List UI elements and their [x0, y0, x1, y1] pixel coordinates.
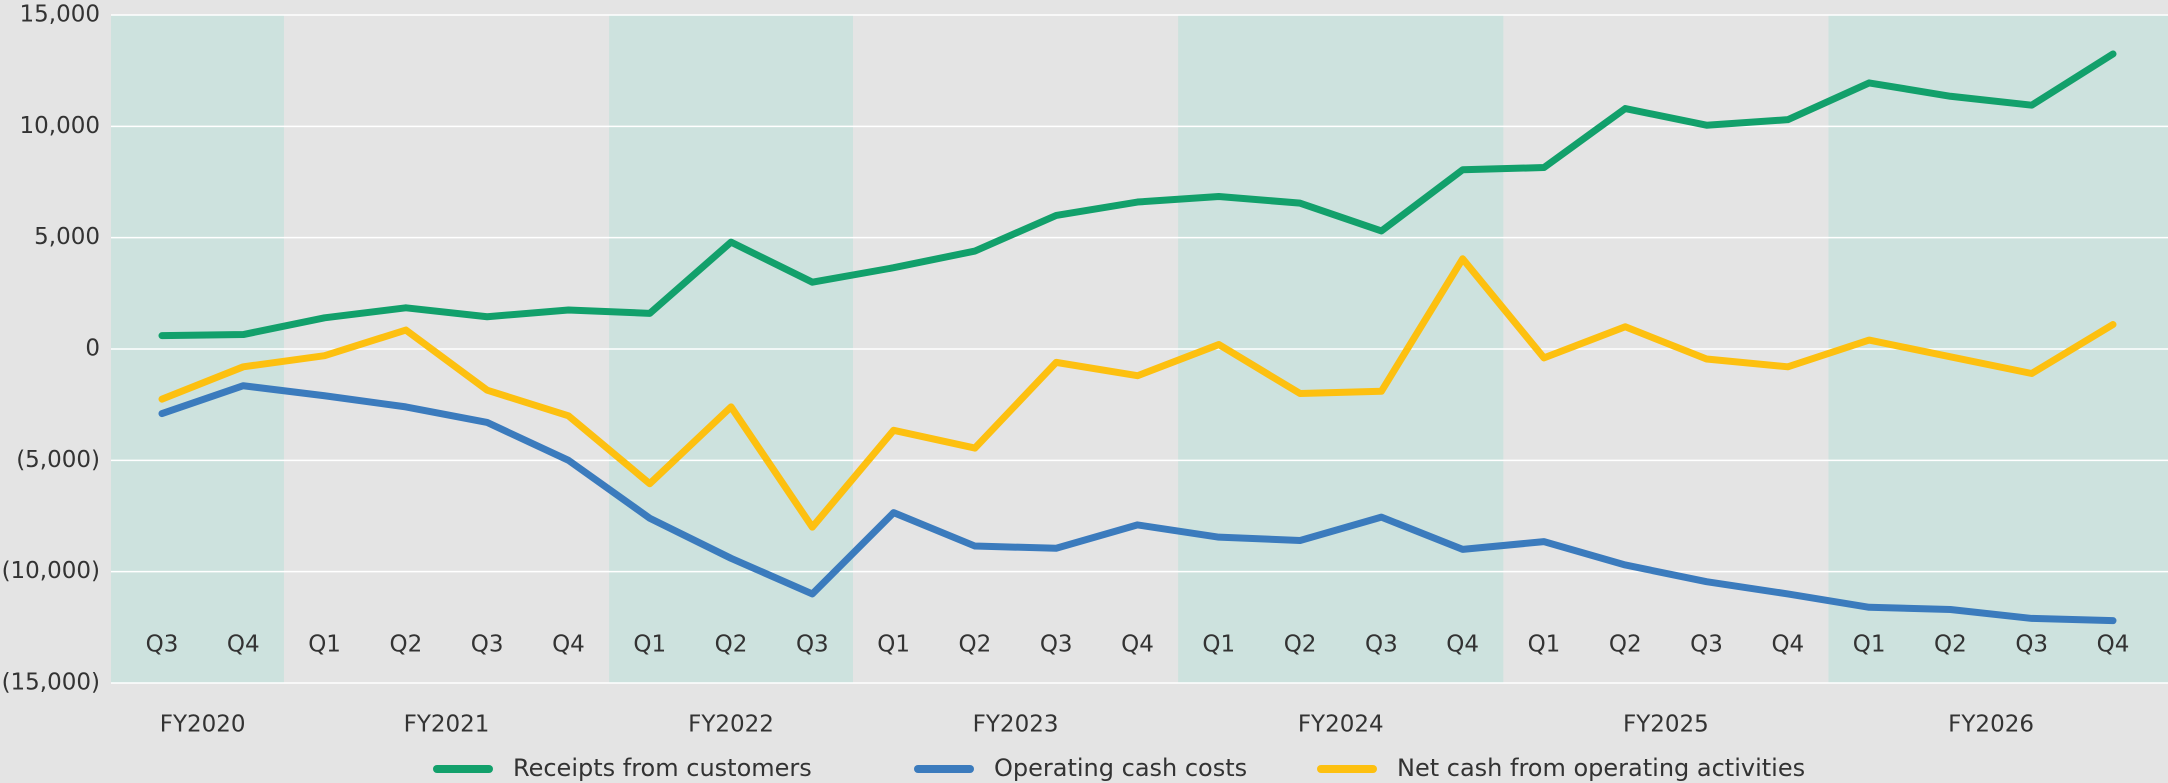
x-tick-label: Q4 [1121, 632, 1154, 658]
legend-label: Receipts from customers [513, 754, 812, 782]
legend-label: Net cash from operating activities [1397, 754, 1805, 782]
x-tick-label: Q2 [1934, 632, 1967, 658]
x-tick-label: Q3 [796, 632, 829, 658]
x-tick-label: Q1 [1202, 632, 1235, 658]
x-tick-label: Q4 [227, 632, 260, 658]
fiscal-year-label: FY2024 [1298, 712, 1384, 738]
x-tick-label: Q4 [552, 632, 585, 658]
fiscal-year-label: FY2026 [1948, 712, 2034, 738]
x-tick-label: Q3 [471, 632, 504, 658]
fiscal-year-label: FY2022 [688, 712, 774, 738]
series-line [158, 382, 2117, 625]
x-tick-label: Q3 [1690, 632, 1723, 658]
series-line [158, 50, 2117, 340]
x-tick-label: Q2 [1609, 632, 1642, 658]
x-tick-label: Q3 [146, 632, 179, 658]
y-tick-label: 15,000 [20, 2, 100, 28]
x-tick-label: Q2 [390, 632, 423, 658]
x-tick-label: Q4 [1771, 632, 1804, 658]
series-line [158, 255, 2117, 531]
x-tick-label: Q1 [1853, 632, 1886, 658]
x-tick-label: Q1 [308, 632, 341, 658]
x-tick-label: Q1 [633, 632, 666, 658]
y-tick-label: (5,000) [16, 447, 100, 473]
x-tick-label: Q4 [1446, 632, 1479, 658]
y-tick-label: (10,000) [2, 558, 100, 584]
x-tick-label: Q3 [1365, 632, 1398, 658]
y-tick-label: 10,000 [20, 113, 100, 139]
fiscal-year-label: FY2020 [160, 712, 246, 738]
x-tick-label: Q1 [877, 632, 910, 658]
x-tick-label: Q2 [715, 632, 748, 658]
fiscal-year-label: FY2025 [1623, 712, 1709, 738]
x-tick-label: Q2 [959, 632, 992, 658]
x-tick-label: Q1 [1528, 632, 1561, 658]
y-tick-label: 5,000 [34, 224, 100, 250]
y-tick-label: 0 [85, 336, 100, 362]
legend-label: Operating cash costs [994, 754, 1247, 782]
x-tick-label: Q4 [2097, 632, 2130, 658]
x-tick-label: Q3 [1040, 632, 1073, 658]
fiscal-year-label: FY2021 [404, 712, 490, 738]
y-tick-label: (15,000) [2, 670, 100, 696]
fiscal-year-label: FY2023 [973, 712, 1059, 738]
x-tick-label: Q2 [1284, 632, 1317, 658]
x-tick-label: Q3 [2015, 632, 2048, 658]
